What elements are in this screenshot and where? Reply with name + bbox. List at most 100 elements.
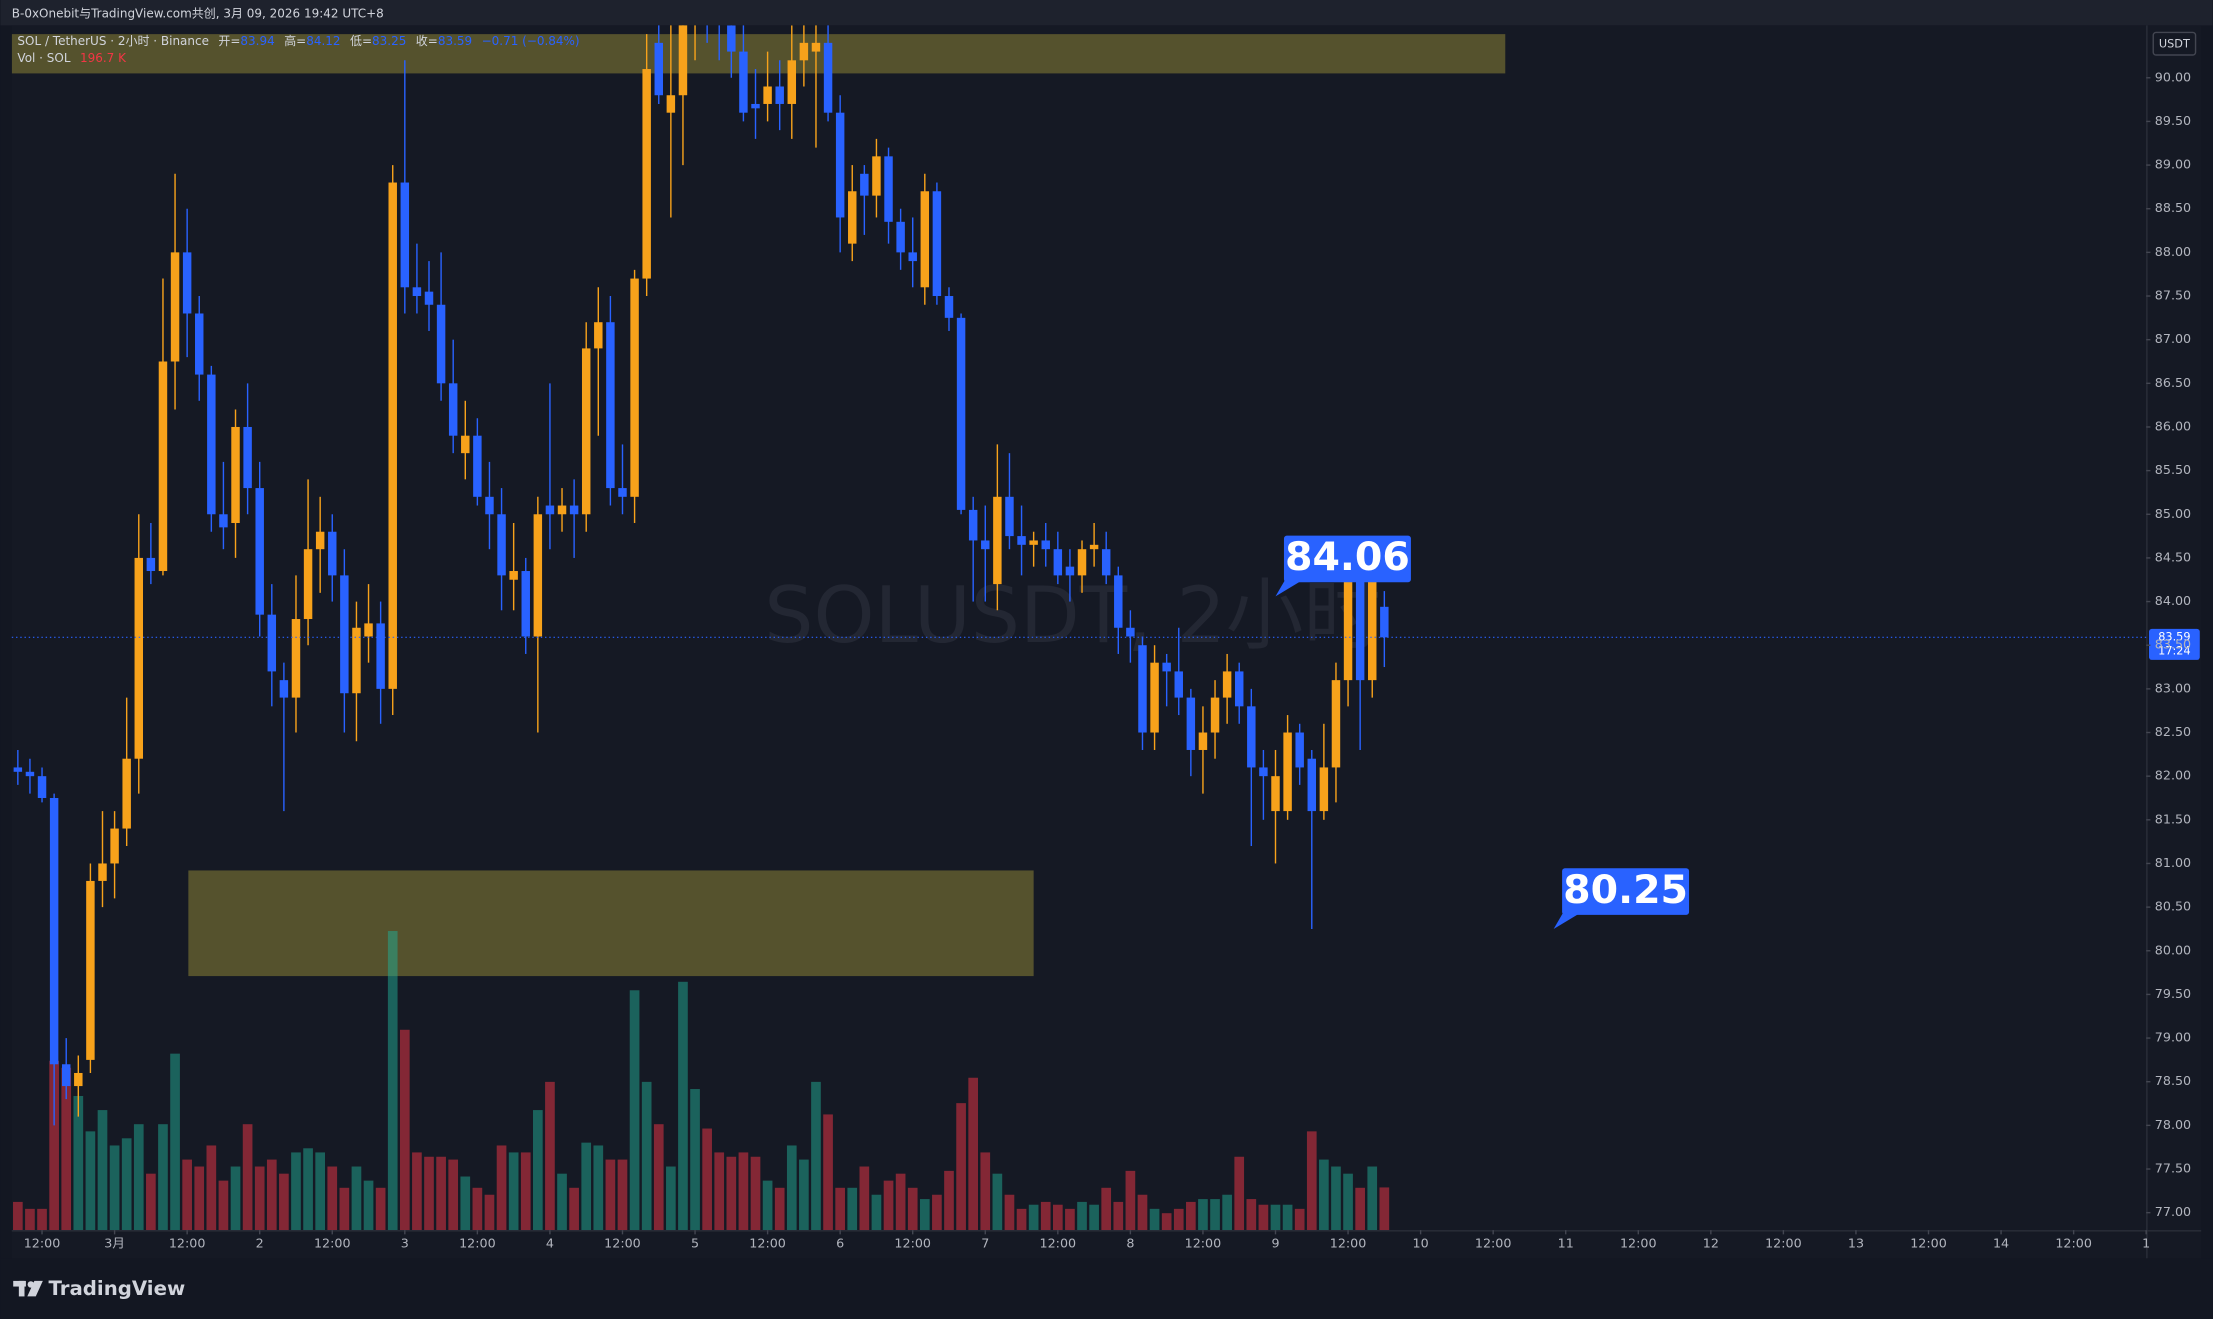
volume-bar: [484, 1194, 495, 1231]
volume-bar: [436, 1156, 446, 1231]
volume-bar: [508, 1152, 519, 1231]
volume-bar: [13, 1201, 23, 1231]
volume-bar: [907, 1187, 918, 1231]
volume-legend-value: 196.7 K: [80, 50, 127, 64]
volume-bar: [1089, 1204, 1099, 1231]
volume-bar: [823, 1114, 833, 1231]
legend-low: 83.25: [372, 33, 406, 47]
candle-body: [243, 426, 252, 489]
candle-body: [61, 1064, 71, 1087]
volume-bar: [774, 1187, 785, 1231]
candle-body: [594, 322, 603, 349]
candle-body: [134, 557, 144, 759]
y-tick-label: 77.00: [2155, 1204, 2191, 1219]
x-tick-label: 12:00: [604, 1236, 641, 1251]
volume-bar: [738, 1152, 749, 1231]
candle-body: [993, 496, 1002, 585]
y-tick-label: 79.00: [2155, 1030, 2191, 1045]
volume-bar: [230, 1166, 241, 1231]
footer: [0, 1258, 2213, 1319]
volume-bar: [1246, 1199, 1257, 1231]
currency: USDT: [2159, 37, 2190, 50]
candle-body: [195, 313, 204, 375]
y-tick-label: 80.50: [2155, 899, 2191, 914]
volume-bar: [424, 1156, 434, 1231]
volume-bar: [1040, 1201, 1051, 1231]
candle-body: [1368, 575, 1377, 681]
candles: [13, 25, 1389, 1126]
y-tick-label: 85.00: [2155, 506, 2191, 521]
volume-bar: [315, 1152, 326, 1231]
candle-body: [412, 287, 422, 297]
legend-line: SOL / TetherUS · 2小时 · Binance 开=83.94 高…: [17, 32, 579, 47]
candle-body: [884, 156, 893, 222]
volume-bar: [629, 990, 640, 1231]
volume-bar: [1016, 1208, 1027, 1231]
candle-body: [1271, 776, 1280, 812]
y-tick-label: 83.50: [2155, 637, 2191, 652]
x-tick-label: 10: [1413, 1236, 1429, 1251]
volume-bar: [412, 1152, 422, 1231]
candle-body: [424, 291, 434, 305]
volume-bar: [375, 1187, 386, 1231]
volume-bar: [1270, 1204, 1281, 1231]
x-tick-label: 6: [836, 1236, 844, 1251]
candle-body: [763, 86, 772, 104]
candle-body: [1186, 697, 1196, 750]
volume-bar: [291, 1152, 301, 1231]
y-tick-label: 81.50: [2155, 811, 2191, 826]
candle-body: [872, 156, 881, 196]
legend-change: −0.71 (−0.84%): [482, 33, 580, 47]
x-tick-label: 1: [2142, 1236, 2150, 1251]
volume-bar: [1161, 1213, 1172, 1231]
candle-body: [207, 374, 216, 515]
volume-bar: [1028, 1204, 1039, 1231]
volume-bar: [339, 1187, 350, 1231]
volume-bar: [883, 1180, 894, 1231]
candle-body: [352, 627, 361, 694]
candle-body: [1380, 606, 1389, 638]
volume-bar: [61, 1067, 72, 1231]
price-tag-countdown: 17:24: [2158, 644, 2190, 657]
candle-body: [1222, 671, 1232, 698]
volume-bar: [460, 1176, 471, 1231]
callout-box: [1283, 535, 1411, 583]
volume-bar: [327, 1166, 338, 1231]
zones: [11, 34, 1506, 977]
candle-body: [1077, 549, 1087, 576]
volume-bar: [266, 1159, 277, 1231]
candle-body: [860, 173, 869, 196]
candle-body: [581, 348, 591, 515]
volume-bar: [1137, 1194, 1148, 1231]
candle-body: [448, 383, 458, 436]
candle-body: [1150, 662, 1159, 733]
brand: TradingView: [48, 1277, 185, 1300]
y-tick-label: 84.50: [2155, 549, 2191, 564]
candle-body: [944, 296, 954, 318]
volume-bar: [617, 1159, 628, 1231]
volume-bar: [97, 1110, 108, 1231]
candle-body: [751, 103, 760, 109]
candle-body: [279, 680, 289, 698]
currency-box[interactable]: [2152, 31, 2197, 56]
logo-part: [27, 1280, 43, 1297]
candle-body: [618, 488, 627, 497]
candle-body: [569, 505, 579, 515]
x-tick-label: 12:00: [314, 1236, 351, 1251]
candle-body: [436, 304, 446, 384]
candle-body: [1295, 732, 1304, 768]
y-tick-label: 82.50: [2155, 724, 2191, 739]
volume-bar: [1052, 1204, 1063, 1231]
x-tick-label: 12:00: [459, 1236, 496, 1251]
volume-bar: [206, 1145, 217, 1231]
x-tick-label: 8: [1126, 1236, 1134, 1251]
volume-bar: [678, 981, 688, 1231]
volume-bar: [25, 1208, 35, 1231]
volume-bar: [762, 1180, 773, 1231]
candle-body: [799, 42, 809, 61]
legend-close-label: 收=: [416, 33, 438, 47]
volume-bar: [133, 1124, 144, 1231]
volume-bar: [1065, 1208, 1075, 1231]
candle-body: [739, 51, 748, 113]
